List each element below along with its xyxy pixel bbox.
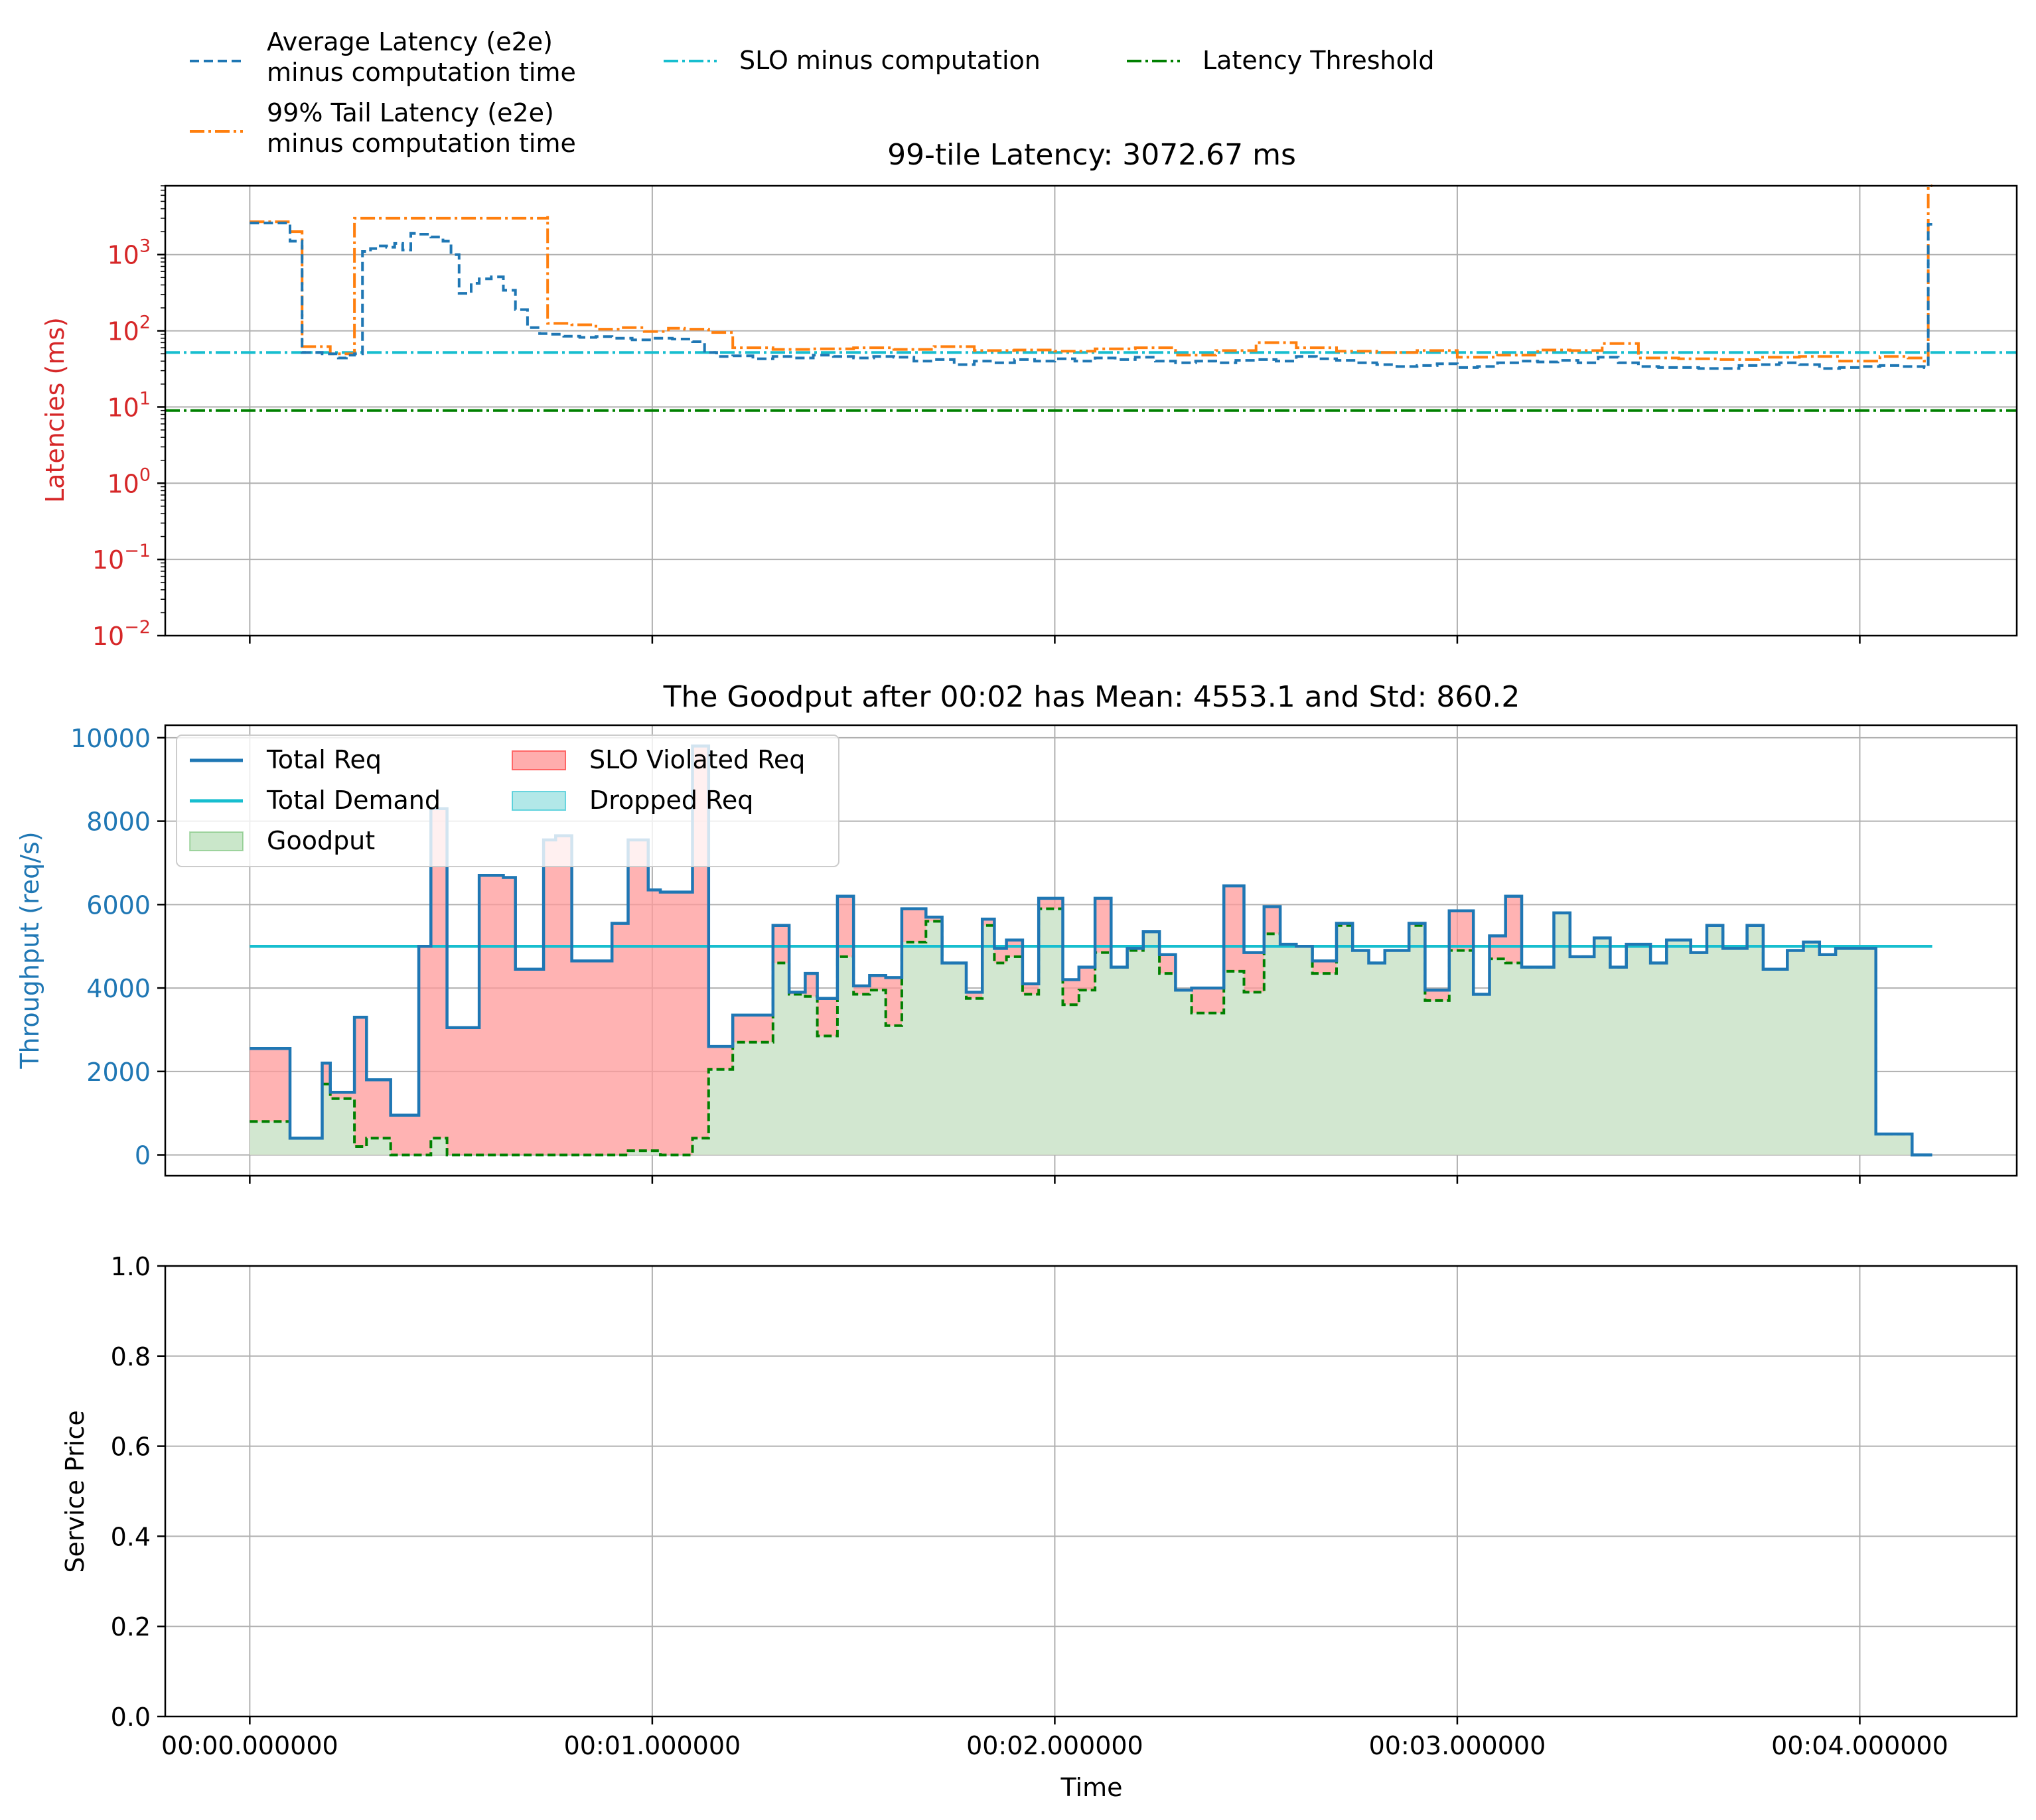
throughput-y-tick-label-4: 8000 [86,807,151,837]
legend-item-goodput: Goodput [189,826,375,855]
legend-label-slo-violated-req: SLO Violated Req [589,745,805,774]
latency-y-tick-label-5: 103 [107,236,151,270]
legend-item-slo-minus-computation: SLO minus computation [664,46,1041,75]
time-x-tick-label-3: 00:03.000000 [1369,1731,1546,1760]
goodput-area [250,908,1932,1155]
throughput-plot-area [250,744,1932,1156]
service-price-y-ticks: 0.0 0.2 0.4 0.6 0.8 1.0 [111,1252,165,1732]
total-req-line [250,744,1932,1156]
service-price-y-tick-label-4: 0.8 [111,1342,151,1371]
throughput-y-tick-label-5: 10000 [70,724,151,753]
legend-swatch-goodput [189,831,244,851]
legend-item-total-req: Total Req [190,745,382,774]
legend-label-slo-minus-computation: SLO minus computation [739,46,1041,75]
service-price-panel: 0.0 0.2 0.4 0.6 0.8 1.0 00:00.000000 00:01.000… [60,1252,2018,1802]
legend-label-tail-latency: 99% Tail Latency (e2e) minus computation… [267,98,576,158]
service-price-axes-frame [164,1265,2018,1718]
legend-label-goodput: Goodput [267,826,375,855]
latency-y-tick-label-0: 10−2 [92,617,151,651]
throughput-panel: The Goodput after 00:02 has Mean: 4553.1… [15,680,2018,1184]
legend-label-total-demand: Total Demand [266,786,441,815]
service-price-x-ticks: 00:00.000000 00:01.000000 00:02.000000 00:0… [161,1716,1948,1760]
throughput-y-tick-label-2: 4000 [86,974,151,1003]
legend-item-average-latency: Average Latency (e2e) minus computation … [190,27,576,87]
legend-item-tail-latency: 99% Tail Latency (e2e) minus computation… [190,98,576,158]
legend-swatch-slo-violated-req [512,750,566,770]
legend-swatch-dropped-req [512,791,566,811]
throughput-y-tick-label-3: 6000 [86,890,151,920]
latency-gridlines [165,186,2017,636]
tail-latency-line [250,184,1932,363]
legend-item-slo-violated-req: SLO Violated Req [512,745,805,774]
time-x-tick-label-2: 00:02.000000 [966,1731,1143,1760]
legend-label-total-req: Total Req [266,745,382,774]
latency-y-ticks: 10−2 10−1 100 101 102 103 [92,185,165,651]
throughput-y-ticks: 0 2000 4000 6000 8000 10000 [70,724,165,1170]
latency-y-axis-label: Latencies (ms) [40,317,70,503]
throughput-legend-frame [176,735,839,867]
time-x-axis-label: Time [1060,1773,1123,1802]
throughput-panel-title: The Goodput after 00:02 has Mean: 4553.1… [663,680,1520,714]
latency-y-tick-label-4: 102 [107,313,151,346]
throughput-y-tick-label-0: 0 [135,1141,151,1170]
latency-x-ticks [249,636,1861,644]
throughput-y-axis-label: Throughput (req/s) [15,831,44,1069]
legend-label-dropped-req: Dropped Req [589,786,753,815]
time-x-tick-label-4: 00:04.000000 [1771,1731,1948,1760]
average-latency-line [250,222,1932,370]
latency-y-tick-label-2: 100 [107,464,151,498]
service-price-y-tick-label-3: 0.6 [111,1433,151,1462]
service-price-y-axis-label: Service Price [60,1410,90,1573]
latency-y-tick-label-1: 10−1 [92,541,151,575]
throughput-legend: Total Req Total Demand Goodput SLO Viola… [176,735,839,867]
time-x-tick-label-1: 00:01.000000 [564,1731,741,1760]
latency-y-tick-label-3: 101 [107,388,151,422]
service-price-y-tick-label-1: 0.2 [111,1612,151,1642]
legend-item-total-demand: Total Demand [190,786,441,815]
throughput-x-ticks [249,1176,1861,1184]
throughput-axes-frame [164,724,2018,1177]
service-price-y-tick-label-0: 0.0 [111,1703,151,1732]
latency-panel: 99-tile Latency: 3072.67 ms 10−210−11001… [40,138,2018,651]
service-price-y-tick-label-2: 0.4 [111,1522,151,1551]
service-price-y-tick-label-5: 1.0 [111,1252,151,1281]
latency-legend: Average Latency (e2e) minus computation … [190,27,1435,158]
legend-item-latency-threshold: Latency Threshold [1127,46,1435,75]
legend-label-latency-threshold: Latency Threshold [1202,46,1435,75]
latency-plot-area [165,184,2017,412]
throughput-y-tick-label-1: 2000 [86,1058,151,1087]
legend-label-average-latency: Average Latency (e2e) minus computation … [267,27,576,87]
latency-panel-title: 99-tile Latency: 3072.67 ms [887,138,1296,172]
time-x-tick-label-0: 00:00.000000 [161,1731,338,1760]
latency-axes-frame [164,184,2018,637]
legend-item-dropped-req: Dropped Req [512,786,753,815]
